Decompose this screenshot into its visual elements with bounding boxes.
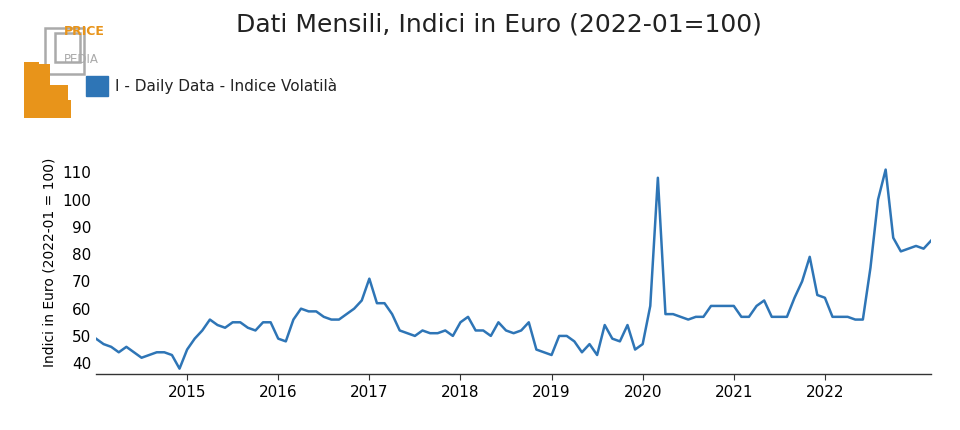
Bar <box>38 64 50 100</box>
Y-axis label: Indici in Euro (2022-01 = 100): Indici in Euro (2022-01 = 100) <box>42 158 57 367</box>
Bar <box>23 61 39 118</box>
Text: PRICE: PRICE <box>64 25 105 38</box>
Bar <box>56 33 80 61</box>
Bar <box>23 100 71 118</box>
Bar <box>45 28 84 74</box>
Text: Dati Mensili, Indici in Euro (2022-01=100): Dati Mensili, Indici in Euro (2022-01=10… <box>236 13 762 37</box>
Text: I - Daily Data - Indice Volatilà: I - Daily Data - Indice Volatilà <box>115 78 337 94</box>
Text: PEDIA: PEDIA <box>64 53 99 66</box>
Bar <box>38 85 68 100</box>
